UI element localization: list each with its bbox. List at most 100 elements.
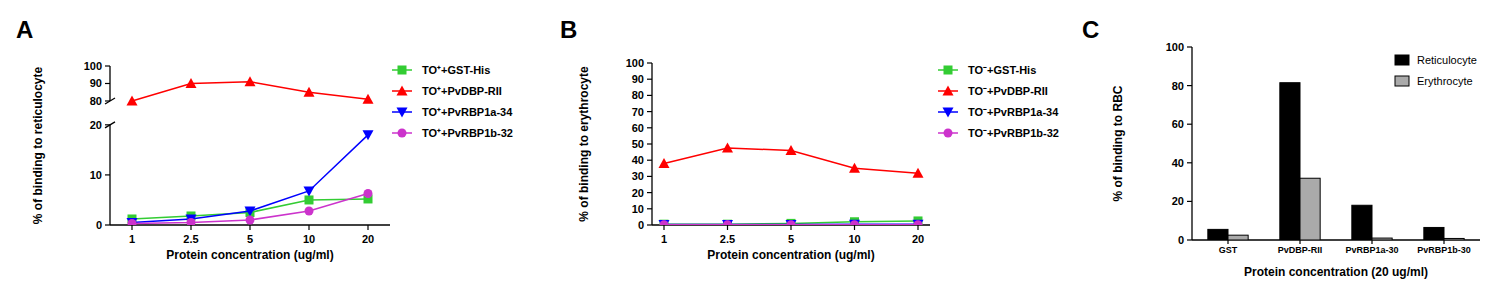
series-line (132, 193, 368, 223)
legend-label: TO⁻+PvDBP-RII (968, 85, 1048, 97)
y-tick (105, 124, 110, 125)
x-axis-label: Protein concentration (ug/ml) (707, 248, 874, 262)
plot-area (127, 76, 374, 225)
marker (660, 220, 669, 225)
y-tick (105, 224, 110, 225)
y-tick-label: 20 (90, 119, 102, 131)
y-tick (647, 79, 652, 80)
x-tick-label: 20 (362, 233, 374, 245)
x-tick (1443, 240, 1444, 244)
y-axis-label: % of binding to erythrocyte (577, 66, 591, 222)
y-tick (647, 111, 652, 112)
marker (944, 66, 953, 75)
marker (305, 206, 314, 215)
y-tick-label: 80 (90, 95, 102, 107)
marker (943, 86, 954, 96)
y-tick (1187, 162, 1192, 163)
marker (722, 220, 733, 225)
marker (659, 158, 670, 168)
x-tick-label: 10 (303, 233, 315, 245)
y-tick (647, 192, 652, 193)
y-tick-label: 20 (1172, 195, 1184, 207)
x-tick (1371, 240, 1372, 244)
y-tick-label: 50 (632, 138, 644, 150)
bar (1372, 238, 1392, 240)
x-axis-label: Protein concentration (ug/ml) (166, 248, 333, 262)
marker (246, 215, 255, 224)
legend-label: TO⁺+PvRBP1a-34 (422, 106, 513, 118)
panel-letter: C (1082, 16, 1099, 43)
marker (128, 219, 137, 225)
y-tick (647, 143, 652, 144)
y-tick (105, 83, 110, 84)
x-tick-label: PvDBP-RII (1278, 245, 1323, 255)
y-tick-label: 30 (632, 170, 644, 182)
plot-area (659, 143, 924, 225)
marker (363, 130, 374, 140)
marker (245, 76, 256, 86)
legend-label: TO⁺+GST-His (422, 64, 490, 76)
x-tick-label: 5 (247, 233, 253, 245)
y-tick (647, 95, 652, 96)
marker (659, 220, 670, 225)
y-tick (647, 62, 652, 63)
x-tick-label: 2.5 (183, 233, 198, 245)
legend-label: Reticulocyte (1417, 54, 1477, 66)
x-tick-label: PvRBP1a-30 (1345, 245, 1398, 255)
marker (787, 220, 796, 225)
y-tick-label: 10 (632, 203, 644, 215)
bar (1280, 83, 1300, 240)
marker (913, 168, 924, 178)
y-axis-label: % of binding to reticulocyte (31, 67, 45, 225)
y-tick-label: 40 (1172, 157, 1184, 169)
x-tick (917, 225, 918, 230)
y-tick (1187, 124, 1192, 125)
marker (187, 218, 196, 225)
marker (127, 218, 138, 225)
y-axis-label: % of binding to RBC (1111, 85, 1125, 201)
y-tick-label: 0 (638, 219, 644, 231)
axis-break (105, 122, 115, 128)
y-tick-label: 80 (632, 89, 644, 101)
y-tick-label: 80 (1172, 80, 1184, 92)
marker (305, 195, 314, 204)
y-tick-label: 60 (1172, 118, 1184, 130)
marker (849, 220, 860, 225)
legend-swatch (1395, 76, 1409, 86)
panel: C020406080100% of binding to RBCProtein … (1082, 16, 1480, 279)
panel: B0102030405060708090100% of binding to e… (560, 16, 1059, 262)
plot-area (1208, 83, 1464, 240)
x-tick (790, 225, 791, 230)
panel: A010208090100% of binding to reticulocyt… (16, 16, 513, 262)
marker (850, 220, 859, 225)
marker (398, 66, 407, 75)
x-tick-label: GST (1219, 245, 1238, 255)
axis-break (105, 98, 115, 104)
x-tick (1299, 240, 1300, 244)
marker (364, 189, 373, 198)
marker (186, 78, 197, 88)
legend-label: Erythrocyte (1417, 75, 1473, 87)
marker (943, 108, 954, 118)
bar (1208, 229, 1228, 240)
x-tick-label: 2.5 (720, 233, 735, 245)
y-tick-label: 20 (632, 187, 644, 199)
bar (1444, 238, 1464, 240)
y-tick-label: 100 (626, 57, 644, 69)
y-tick (1187, 239, 1192, 240)
marker (722, 143, 733, 153)
marker (914, 220, 923, 225)
x-tick-label: PvRBP1b-30 (1417, 245, 1471, 255)
x-tick (854, 225, 855, 230)
x-tick-label: 20 (912, 233, 924, 245)
marker (127, 95, 138, 105)
series-line (132, 135, 368, 223)
x-tick (249, 225, 250, 230)
y-tick-label: 0 (1178, 234, 1184, 246)
y-tick-label: 70 (632, 106, 644, 118)
marker (849, 163, 860, 173)
y-tick-label: 40 (632, 154, 644, 166)
x-tick (727, 225, 728, 230)
bar (1228, 235, 1248, 240)
marker (786, 145, 797, 155)
